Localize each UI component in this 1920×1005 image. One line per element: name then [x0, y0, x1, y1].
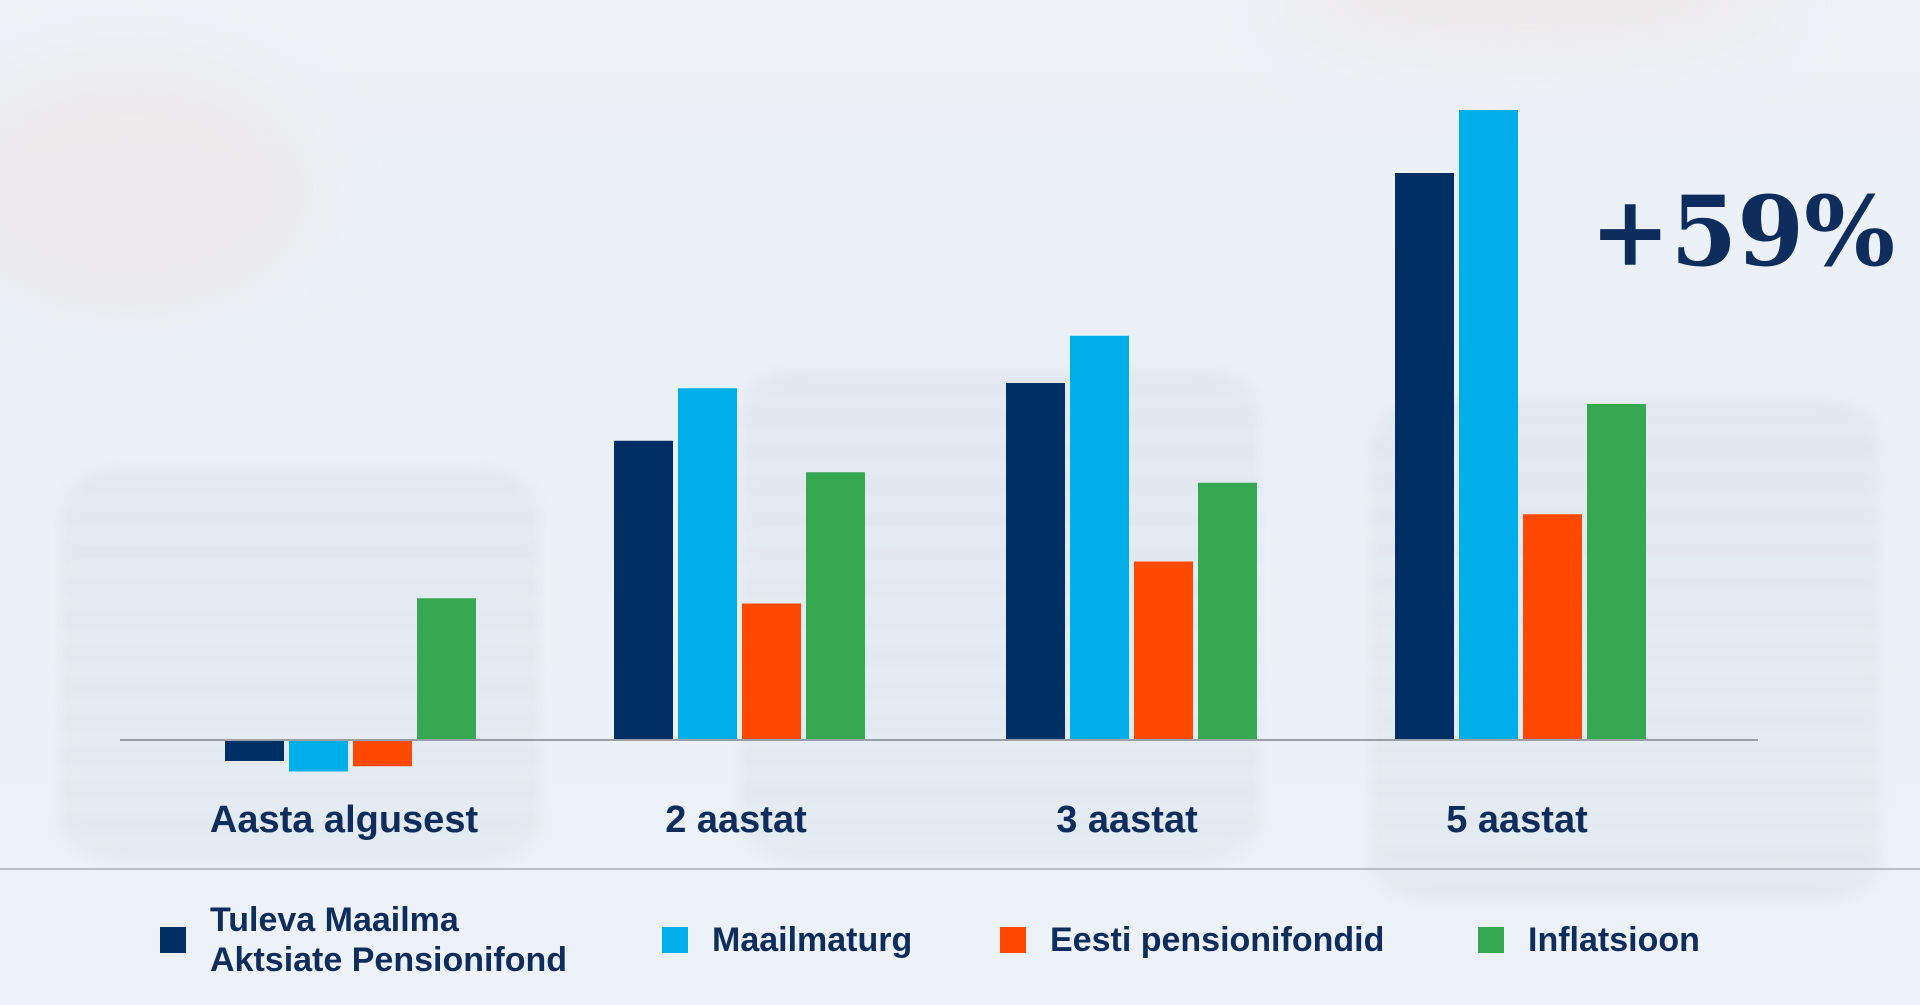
bar-2-2: [678, 388, 737, 740]
bar-2-4: [1459, 110, 1518, 740]
chart-annotation: +59%: [1590, 175, 1895, 288]
bar-3-4: [1523, 514, 1582, 740]
legend-item: Tuleva Maailma Aktsiate Pensionifond: [160, 900, 567, 980]
bar-4-4: [1587, 404, 1646, 740]
category-labels: Aasta algusest 2 aastat 3 aastat 5 aastat: [210, 799, 1588, 841]
legend-swatch: [1000, 927, 1026, 953]
legend-swatch: [1478, 927, 1504, 953]
legend-label: Inflatsioon: [1528, 921, 1700, 959]
background-blur: [0, 60, 320, 320]
bar-1-3: [1006, 383, 1065, 740]
legend-divider: [0, 868, 1920, 870]
legend-item: Maailmaturg: [662, 920, 912, 960]
bar-4-3: [1198, 482, 1257, 740]
category-label: 2 aastat: [665, 799, 807, 841]
bar-2-3: [1070, 335, 1129, 740]
legend-label: Maailmaturg: [712, 921, 913, 959]
bar-3-1: [353, 740, 412, 767]
bar-3-3: [1134, 561, 1193, 740]
bar-1-1: [225, 740, 284, 761]
legend-item: Eesti pensionifondid: [1000, 920, 1384, 960]
category-label: Aasta algusest: [210, 799, 479, 841]
category-label: 5 aastat: [1446, 799, 1588, 841]
bar-3-2: [742, 603, 801, 740]
legend-label: Tuleva Maailma Aktsiate Pensionifond: [210, 901, 568, 979]
legend-swatch: [160, 927, 186, 953]
bar-1-4: [1395, 173, 1454, 740]
bar-4-1: [417, 598, 476, 740]
bar-1-2: [614, 440, 673, 740]
chart-bars: [225, 110, 1646, 772]
category-label: 3 aastat: [1056, 799, 1198, 841]
legend-label: Eesti pensionifondid: [1050, 921, 1385, 959]
legend-item: Inflatsioon: [1478, 920, 1700, 960]
legend-swatch: [662, 927, 688, 953]
bar-4-2: [806, 472, 865, 740]
bar-2-1: [289, 740, 348, 772]
bar-chart: Aasta algusest 2 aastat 3 aastat 5 aastat +…: [120, 110, 1895, 841]
